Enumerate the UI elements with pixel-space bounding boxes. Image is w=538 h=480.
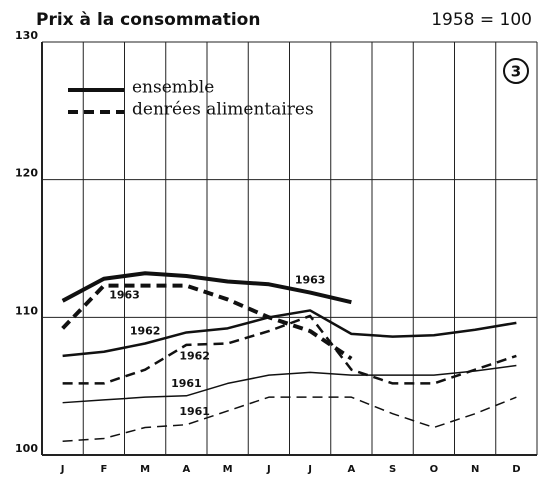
series-line bbox=[61, 283, 353, 361]
series-label: 1962 bbox=[179, 350, 210, 363]
x-tick-label: M bbox=[140, 464, 150, 475]
series-line bbox=[62, 364, 517, 404]
series-line bbox=[62, 396, 517, 442]
y-tick-label: 100 bbox=[15, 442, 38, 455]
y-tick-label: 110 bbox=[15, 304, 38, 317]
x-tick-label: J bbox=[60, 464, 65, 475]
x-tick-label: N bbox=[471, 464, 479, 475]
badge-circle bbox=[503, 58, 529, 84]
legend-label: denrées alimentaires bbox=[132, 100, 314, 120]
x-tick-label: J bbox=[307, 464, 312, 475]
badge: 3 bbox=[511, 63, 521, 81]
series-line bbox=[61, 271, 352, 305]
series-line bbox=[62, 309, 517, 358]
x-tick-label: S bbox=[389, 464, 396, 475]
series-label: 1961 bbox=[171, 377, 202, 390]
y-tick-label: 130 bbox=[15, 29, 38, 42]
chart-title: Prix à la consommation bbox=[36, 10, 260, 30]
series-label: 1961 bbox=[179, 405, 210, 418]
x-tick-label: O bbox=[430, 464, 439, 475]
x-tick-label: A bbox=[348, 464, 356, 475]
x-tick-label: F bbox=[100, 464, 107, 475]
x-tick-label: J bbox=[266, 464, 271, 475]
series-label: 1963 bbox=[295, 274, 326, 287]
series-line bbox=[62, 314, 517, 385]
series-label: 1963 bbox=[109, 289, 140, 302]
x-tick-label: M bbox=[223, 464, 233, 475]
chart-subtitle: 1958 = 100 bbox=[431, 10, 532, 30]
legend-label: ensemble bbox=[132, 78, 214, 98]
series-label: 1962 bbox=[130, 324, 161, 337]
y-tick-label: 120 bbox=[15, 167, 38, 180]
x-tick-label: D bbox=[512, 464, 520, 475]
x-tick-label: A bbox=[183, 464, 191, 475]
